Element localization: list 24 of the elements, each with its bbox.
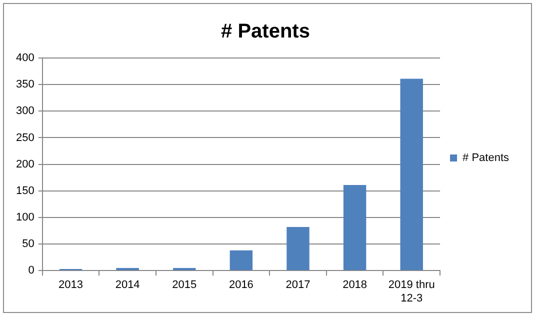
y-tick-label: 350 (16, 78, 34, 91)
y-tick-label: 150 (16, 184, 34, 197)
y-tick-label: 100 (16, 211, 34, 224)
x-tick-label: 2013 (58, 279, 83, 292)
bar (343, 185, 366, 270)
x-tick-label: 2018 (342, 279, 368, 292)
y-tick-label: 250 (16, 132, 34, 144)
y-tick-label: 50 (22, 238, 34, 250)
x-tick-label: 2016 (228, 279, 254, 292)
bar (173, 268, 196, 270)
legend-label: # Patents (462, 152, 510, 164)
x-tick-label: 2015 (172, 279, 197, 292)
bar (230, 250, 253, 270)
x-tick-label: 2019 thru 12-3 (388, 279, 435, 304)
bar (286, 227, 310, 270)
y-tick-label: 400 (16, 52, 34, 64)
y-tick-label: 200 (16, 158, 34, 170)
chart-title: # Patents (221, 20, 310, 43)
x-tick-label: 2017 (286, 279, 310, 292)
y-tick-label: 0 (28, 264, 34, 277)
y-tick-label: 300 (16, 105, 34, 118)
bar (400, 78, 423, 270)
bar (116, 268, 139, 270)
x-tick-label: 2014 (115, 279, 140, 292)
